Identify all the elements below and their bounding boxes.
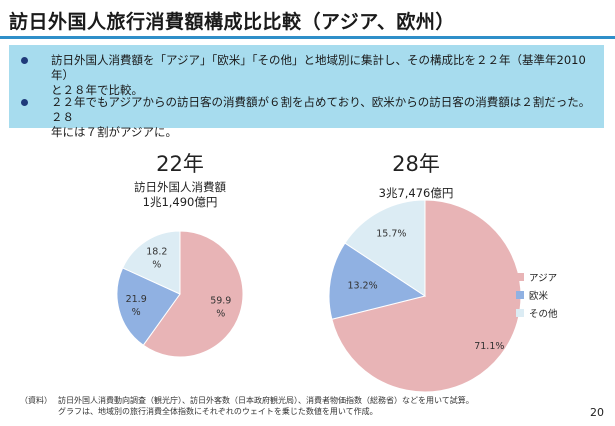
chart-total: 3兆7,476億円: [378, 186, 454, 200]
slice-label: 18.2%: [146, 246, 167, 270]
chart-subtitle: 訪日外国人消費額: [134, 180, 226, 194]
footnote-text: 訪日外国人消費動向調査（観光庁）、訪日外客数（日本政府観光局）、消費者物価指数（…: [58, 396, 474, 405]
chart-total: 1兆1,490億円: [142, 195, 218, 209]
pie-slice: [331, 199, 522, 393]
chart-year-label: 28年: [392, 152, 440, 176]
legend-label: アジア: [529, 273, 558, 284]
bullet-dot-icon: [21, 99, 28, 106]
pie-slice: [344, 199, 426, 297]
slice-label: 13.2%: [347, 280, 377, 291]
slice-label: 15.7%: [376, 228, 406, 239]
footnote-text: グラフは、地域別の旅行消費全体指数にそれぞれのウェイトを乗じた数値を用いて作成。: [58, 407, 378, 416]
page-number: 20: [590, 406, 604, 419]
summary-bullet-text: 訪日外国人消費額を「アジア」「欧米」「その他」と地域別に集計し、その構成比を２２…: [51, 53, 586, 97]
legend-label: その他: [529, 309, 558, 320]
chart-legend: アジア 欧米 その他: [516, 268, 558, 322]
legend-item: アジア: [516, 268, 558, 286]
page-title: 訪日外国人旅行消費額構成比比較（アジア、欧州）: [9, 11, 455, 33]
bullet-dot-icon: [21, 57, 28, 64]
legend-item: 欧米: [516, 286, 558, 304]
legend-swatch: [516, 291, 524, 299]
title-divider: [0, 36, 615, 39]
summary-bullet-text: ２２年でもアジアからの訪日客の消費額が６割を占めており、欧米からの訪日客の消費額…: [51, 95, 591, 139]
slice-label: 59.9%: [210, 296, 231, 320]
footnote: （資料） 訪日外国人消費動向調査（観光庁）、訪日外客数（日本政府観光局）、消費者物…: [20, 395, 474, 417]
slice-label: 71.1%: [474, 341, 504, 352]
legend-swatch: [516, 309, 524, 317]
legend-item: その他: [516, 304, 558, 322]
pie-slice: [142, 230, 244, 358]
footnote-label: （資料）: [20, 396, 52, 405]
chart-year-label: 22年: [156, 152, 204, 176]
pie-slice: [122, 230, 181, 295]
pie-slice: [328, 242, 427, 320]
summary-box: 訪日外国人消費額を「アジア」「欧米」「その他」と地域別に集計し、その構成比を２２…: [9, 45, 604, 139]
legend-label: 欧米: [529, 291, 549, 302]
slice-label: 21.9%: [126, 294, 147, 318]
legend-swatch: [516, 273, 524, 281]
